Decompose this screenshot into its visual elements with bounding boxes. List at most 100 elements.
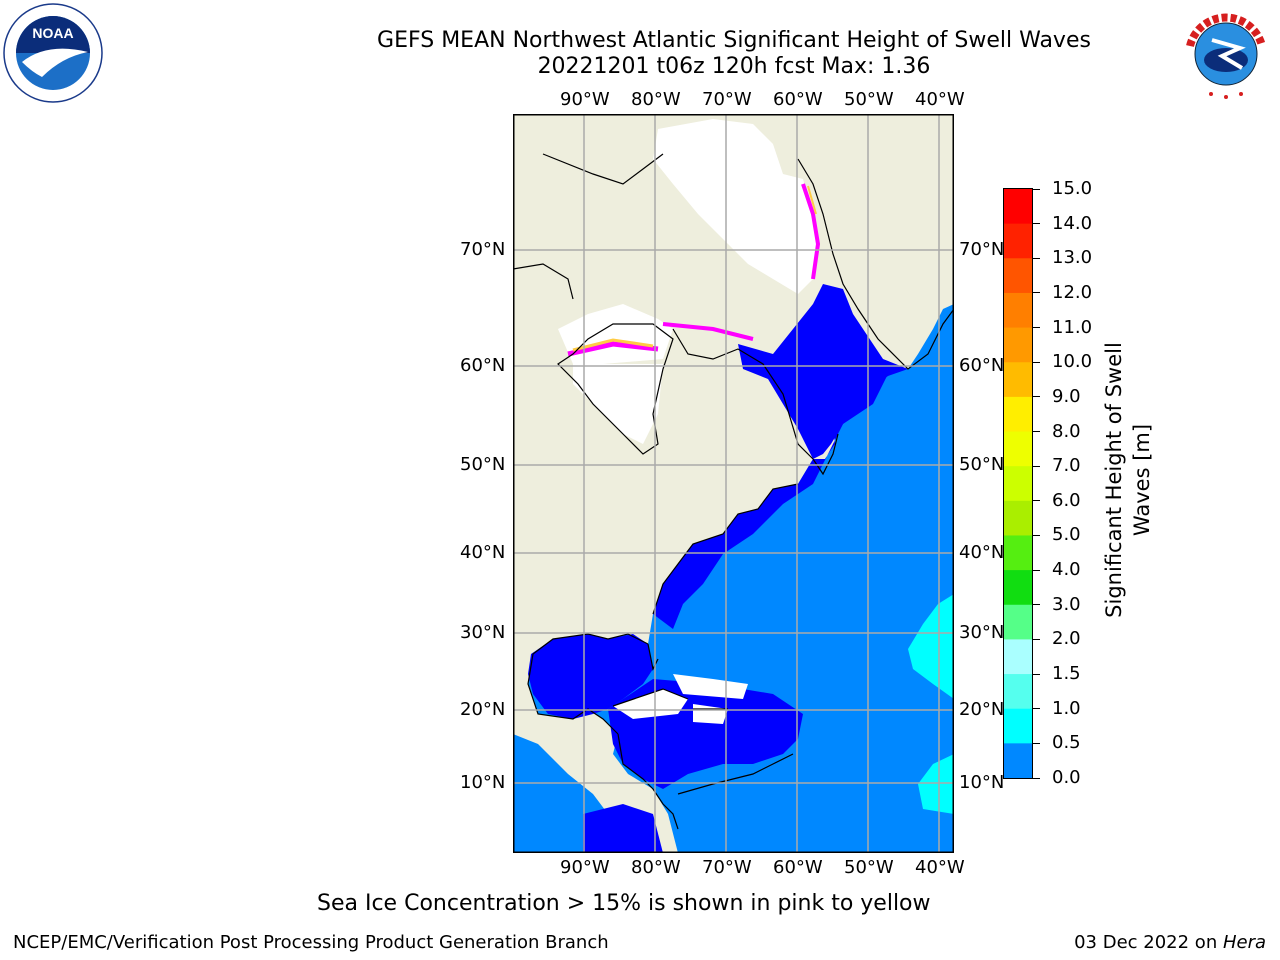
colorbar-tick: [1033, 673, 1040, 675]
colorbar-band: [1004, 466, 1032, 502]
lat-label-right-30n: 30°N: [959, 622, 1005, 643]
footer-date-text: 03 Dec 2022 on: [1074, 932, 1223, 953]
lat-label-left-40n: 40°N: [460, 542, 506, 563]
lat-label-left-30n: 30°N: [460, 622, 506, 643]
colorbar-tick: [1033, 327, 1040, 329]
colorbar-band: [1004, 189, 1032, 225]
colorbar: [1003, 188, 1033, 779]
colorbar-band: [1004, 604, 1032, 641]
lat-label-left-10n: 10°N: [460, 772, 506, 793]
colorbar-band: [1004, 570, 1032, 606]
colorbar-tick: [1033, 569, 1040, 571]
colorbar-band: [1004, 223, 1032, 259]
colorbar-tick-label: 1.0: [1052, 697, 1081, 719]
lon-label-bottom-80w: 80°W: [631, 857, 681, 878]
swell-height-map: [512, 114, 955, 853]
colorbar-tick: [1033, 534, 1040, 536]
sea-ice-note: Sea Ice Concentration > 15% is shown in …: [317, 891, 931, 916]
cuba-mask: [613, 689, 688, 719]
sea-ice-edge-hudson: [567, 341, 659, 357]
colorbar-band: [1004, 396, 1032, 433]
colorbar-band: [1004, 292, 1032, 329]
colorbar-tick-label: 0.0: [1052, 767, 1081, 788]
lon-label-bottom-50w: 50°W: [844, 857, 894, 878]
colorbar-band: [1004, 500, 1032, 537]
lat-label-left-60n: 60°N: [460, 355, 506, 376]
colorbar-tick: [1033, 777, 1040, 779]
lat-label-right-60n: 60°N: [959, 355, 1005, 376]
colorbar-band: [1004, 639, 1032, 675]
lon-label-top-60w: 60°W: [773, 89, 823, 110]
labrador-sea: [738, 284, 908, 459]
colorbar-title-line1: Significant Height of Swell: [1102, 342, 1126, 618]
colorbar-tick: [1033, 223, 1040, 225]
lon-label-bottom-60w: 60°W: [773, 857, 823, 878]
colorbar-tick-label: 8.0: [1052, 420, 1081, 442]
colorbar-tick-label: 6.0: [1052, 489, 1081, 511]
colorbar-tick-label: 0.5: [1052, 732, 1081, 754]
colorbar-tick-label: 9.0: [1052, 385, 1081, 407]
lat-label-right-70n: 70°N: [959, 239, 1005, 260]
colorbar-tick-label: 4.0: [1052, 559, 1081, 581]
colorbar-tick: [1033, 431, 1040, 433]
chart-subtitle: 20221201 t06z 120h fcst Max: 1.36: [537, 54, 931, 79]
lon-label-bottom-70w: 70°W: [702, 857, 752, 878]
us-coastal-waters: [653, 354, 888, 629]
colorbar-tick-label: 7.0: [1052, 455, 1081, 477]
colorbar-band: [1004, 708, 1032, 744]
lat-label-right-40n: 40°N: [959, 542, 1005, 563]
colorbar-band: [1004, 327, 1032, 363]
colorbar-tick-label: 13.0: [1052, 247, 1093, 269]
lon-label-top-70w: 70°W: [702, 89, 752, 110]
sea-ice-edge-greenland: [801, 183, 821, 280]
colorbar-tick-label: 1.5: [1052, 663, 1081, 685]
colorbar-tick: [1033, 708, 1040, 710]
hudson-bay-south: [573, 364, 663, 444]
colorbar-title-line2: Waves [m]: [1130, 423, 1154, 537]
lon-label-top-40w: 40°W: [915, 89, 965, 110]
lat-label-right-50n: 50°N: [959, 454, 1005, 475]
colorbar-band: [1004, 674, 1032, 710]
lon-label-top-90w: 90°W: [560, 89, 610, 110]
colorbar-tick: [1033, 465, 1040, 467]
cyan-swell-southeast: [918, 754, 954, 814]
noaa-logo: NOAA: [2, 2, 104, 104]
footer-date: 03 Dec 2022 on Hera: [1074, 932, 1266, 954]
colorbar-tick-label: 10.0: [1052, 351, 1093, 373]
colorbar-tick: [1033, 396, 1040, 398]
colorbar-tick: [1033, 500, 1040, 502]
colorbar-band: [1004, 362, 1032, 398]
lon-label-bottom-40w: 40°W: [915, 857, 965, 878]
nws-logo: [1176, 4, 1276, 104]
lat-label-left-70n: 70°N: [460, 239, 506, 260]
colorbar-tick-label: 2.0: [1052, 628, 1081, 650]
colorbar-band: [1004, 258, 1032, 294]
colorbar-tick: [1033, 361, 1040, 363]
lat-label-left-20n: 20°N: [460, 699, 506, 720]
chart-title: GEFS MEAN Northwest Atlantic Significant…: [377, 28, 1091, 53]
graticule: [513, 114, 954, 853]
lat-label-right-10n: 10°N: [959, 772, 1005, 793]
colorbar-tick: [1033, 188, 1040, 190]
map-frame: [513, 114, 954, 853]
bahamas-mask: [673, 674, 748, 699]
colorbar-tick-label: 14.0: [1052, 212, 1093, 234]
lat-label-left-50n: 50°N: [460, 454, 506, 475]
colorbar-band: [1004, 431, 1032, 467]
lat-label-right-20n: 20°N: [959, 699, 1005, 720]
footer-branch: NCEP/EMC/Verification Post Processing Pr…: [13, 932, 609, 953]
colorbar-tick: [1033, 292, 1040, 294]
colorbar-tick-label: 15.0: [1052, 178, 1093, 199]
lon-label-bottom-90w: 90°W: [560, 857, 610, 878]
lon-label-top-80w: 80°W: [631, 89, 681, 110]
gulf-of-mexico: [528, 634, 653, 719]
colorbar-band: [1004, 743, 1032, 779]
noaa-logo-text: NOAA: [32, 25, 73, 41]
colorbar-tick: [1033, 257, 1040, 259]
footer-host: Hera: [1222, 932, 1266, 953]
colorbar-tick-label: 11.0: [1052, 316, 1093, 338]
colorbar-tick-label: 3.0: [1052, 593, 1081, 615]
colorbar-tick: [1033, 604, 1040, 606]
colorbar-tick-label: 12.0: [1052, 281, 1093, 303]
sea-ice-edge-baffin: [662, 322, 754, 341]
